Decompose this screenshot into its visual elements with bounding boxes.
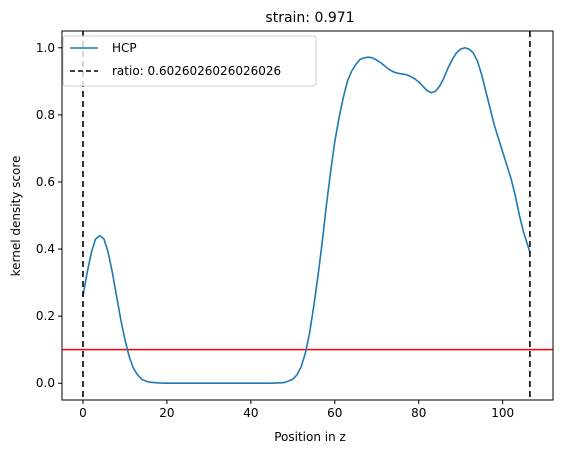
plot-frame [61, 30, 554, 401]
legend-label-hcp: HCP [112, 41, 137, 55]
y-tick-label: 0.0 [36, 376, 55, 390]
legend: HCP ratio: 0.6026026026026026 [62, 35, 317, 87]
legend-label-ratio: ratio: 0.6026026026026026 [112, 64, 281, 78]
x-tick-label: 40 [243, 406, 258, 420]
x-tick-label: 60 [327, 406, 342, 420]
y-tick-label: 0.8 [36, 108, 55, 122]
x-axis-label: Position in z [274, 430, 346, 444]
series-line-hcp [82, 46, 531, 385]
x-tick-label: 80 [411, 406, 426, 420]
y-tick-label: 1.0 [36, 41, 55, 55]
chart-title: strain: 0.971 [265, 10, 354, 26]
y-tick-label: 0.2 [36, 309, 55, 323]
x-tick-label: 20 [159, 406, 174, 420]
x-tick-label: 0 [79, 406, 87, 420]
plot-area: 0 20 40 60 80 100 0.0 0.2 0.4 0.6 0.8 1.0 [36, 30, 554, 420]
y-tick-label: 0.6 [36, 175, 55, 189]
y-tick-label: 0.4 [36, 242, 55, 256]
x-tick-label: 100 [491, 406, 514, 420]
legend-box [62, 35, 317, 87]
y-axis-label: kernel density score [9, 156, 23, 277]
